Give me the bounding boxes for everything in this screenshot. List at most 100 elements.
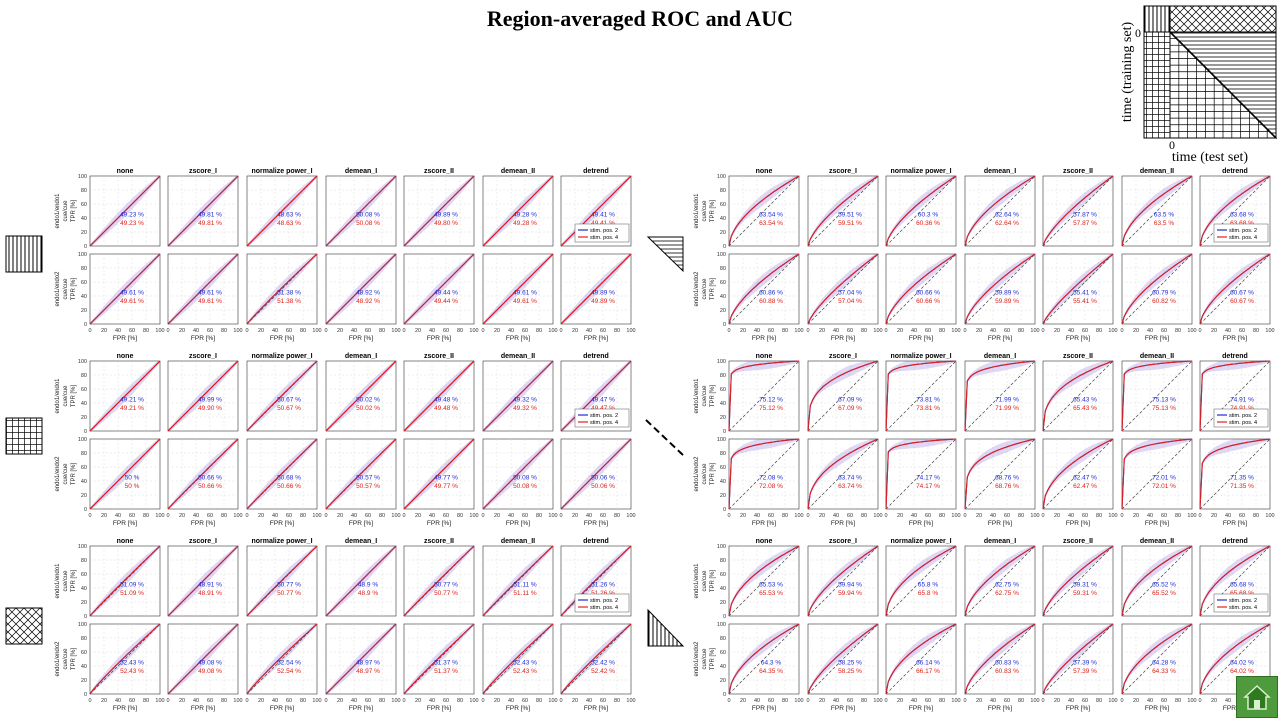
x-tick-label: 40 <box>754 328 760 334</box>
x-tick-label: 0 <box>1041 328 1044 334</box>
x-axis-label: FPR [%] <box>831 705 855 712</box>
x-tick-label: 40 <box>351 513 357 519</box>
auc-label-series-1: 50.57 % <box>356 475 380 482</box>
x-tick-label: 0 <box>324 698 327 704</box>
method-title: normalize power_I <box>890 353 951 360</box>
x-axis-label: FPR [%] <box>1223 520 1247 527</box>
confidence-band <box>808 176 878 246</box>
marker-upper-triangle <box>646 236 684 273</box>
y-tick-label: 80 <box>720 451 726 457</box>
home-button[interactable] <box>1236 676 1278 718</box>
auc-label-series-1: 49.61 % <box>198 290 222 297</box>
x-tick-label: 60 <box>1004 513 1010 519</box>
row-label-sub: cue/cue <box>63 648 69 670</box>
x-tick-label: 40 <box>429 328 435 334</box>
x-tick-label: 0 <box>559 328 562 334</box>
y-axis-label: TPR [%] <box>71 648 77 671</box>
roc-panel: 60.66 %60.66 % 0 20 40 60 80 100 FPR [%] <box>884 253 961 342</box>
auc-label-series-2: 63.68 % <box>1230 220 1254 227</box>
auc-label-series-2: 50.77 % <box>277 590 301 597</box>
method-title: demean_II <box>1140 168 1174 175</box>
y-tick-label: 80 <box>81 558 87 564</box>
auc-label-series-1: 49.41 % <box>591 212 615 219</box>
method-title: none <box>756 538 773 545</box>
x-tick-label: 40 <box>272 513 278 519</box>
x-tick-label: 60 <box>522 698 528 704</box>
x-tick-label: 40 <box>990 513 996 519</box>
legend-label-series-1: stim. pos. 2 <box>590 413 618 419</box>
roc-curve-series-2 <box>1121 253 1193 325</box>
diagram-zero-x: 0 <box>1169 138 1175 152</box>
y-tick-label: 40 <box>81 586 87 592</box>
y-tick-label: 40 <box>720 586 726 592</box>
x-axis-label: FPR [%] <box>191 335 215 342</box>
row-label-sub: cue/cue <box>702 570 708 592</box>
method-title: detrend <box>1222 168 1248 175</box>
method-title: detrend <box>583 538 609 545</box>
roc-curve-series-2 <box>246 438 318 510</box>
roc-curve-series-2 <box>728 438 800 510</box>
auc-label-series-1: 57.87 % <box>1073 212 1097 219</box>
roc-curve-series-2 <box>482 545 554 617</box>
method-title: zscore_I <box>829 168 857 175</box>
x-tick-label: 20 <box>1054 698 1060 704</box>
roc-panel: 49.32 %49.32 % demean_II <box>482 353 554 432</box>
roc-panel: 49.21 %49.21 % none 0 20 40 60 80 100 endo1/endo… <box>55 353 161 435</box>
x-tick-label: 80 <box>782 328 788 334</box>
x-tick-label: 20 <box>101 328 107 334</box>
x-tick-label: 60 <box>129 513 135 519</box>
chance-diagonal <box>246 623 318 695</box>
x-tick-label: 80 <box>300 513 306 519</box>
auc-label-series-2: 65.68 % <box>1230 590 1254 597</box>
roc-panel: 50 %50 % 0 20 40 60 80 100 FPR [%] 0 20 40 60 80 100 e… <box>55 437 165 527</box>
x-tick-label: 100 <box>794 328 803 334</box>
x-tick-label: 100 <box>548 513 557 519</box>
method-title: zscore_I <box>829 353 857 360</box>
roc-panel: 67.09 %67.09 % zscore_I <box>807 353 879 432</box>
x-tick-label: 20 <box>740 698 746 704</box>
x-tick-label: 100 <box>1265 513 1274 519</box>
x-tick-label: 40 <box>586 698 592 704</box>
method-title: demean_II <box>501 168 535 175</box>
x-tick-label: 80 <box>861 328 867 334</box>
auc-label-series-1: 50.77 % <box>277 582 301 589</box>
confidence-band <box>886 176 956 246</box>
roc-panel: 72.08 %72.08 % 0 20 40 60 80 100 FPR [%] 0 20 40 60… <box>694 437 804 527</box>
y-tick-label: 0 <box>723 507 726 513</box>
auc-label-series-1: 50.08 % <box>513 475 537 482</box>
auc-label-series-2: 75.12 % <box>759 405 783 412</box>
x-tick-label: 0 <box>806 698 809 704</box>
roc-curve-series-2 <box>1042 360 1114 432</box>
row-label: endo1/endo2 <box>55 456 61 492</box>
auc-label-series-1: 50.06 % <box>591 475 615 482</box>
row-label-sub: cue/cue <box>702 648 708 670</box>
roc-panel: 49.08 %49.08 % 0 20 40 60 80 100 FPR [%] <box>166 623 243 712</box>
roc-curve-series-2 <box>728 360 800 432</box>
x-tick-label: 60 <box>207 328 213 334</box>
method-title: zscore_II <box>424 353 454 360</box>
roc-curve-series-2 <box>482 175 554 247</box>
auc-label-series-1: 52.43 % <box>513 660 537 667</box>
auc-label-series-1: 63.74 % <box>838 475 862 482</box>
x-tick-label: 80 <box>782 698 788 704</box>
method-title: demean_I <box>345 168 377 175</box>
legend-label-series-2: stim. pos. 4 <box>590 605 618 611</box>
x-tick-label: 40 <box>429 698 435 704</box>
x-axis-label: FPR [%] <box>831 520 855 527</box>
legend-label-series-1: stim. pos. 2 <box>1229 598 1257 604</box>
chance-diagonal <box>728 623 800 695</box>
x-tick-label: 0 <box>1041 698 1044 704</box>
roc-curve-series-2 <box>728 253 800 325</box>
auc-label-series-2: 48.63 % <box>277 220 301 227</box>
roc-curve-series-2 <box>325 545 397 617</box>
method-title: zscore_I <box>189 353 217 360</box>
roc-curve-series-2 <box>807 253 879 325</box>
legend-label-series-2: stim. pos. 4 <box>590 235 618 241</box>
x-tick-label: 40 <box>990 698 996 704</box>
roc-curve-series-2 <box>807 360 879 432</box>
roc-panel-grid: 49.23 %49.23 % none 0 20 40 60 80 100 endo1/endo… <box>55 168 1275 712</box>
y-tick-label: 80 <box>720 636 726 642</box>
auc-label-series-2: 64.02 % <box>1230 668 1254 675</box>
x-tick-label: 0 <box>559 513 562 519</box>
x-tick-label: 0 <box>884 513 887 519</box>
